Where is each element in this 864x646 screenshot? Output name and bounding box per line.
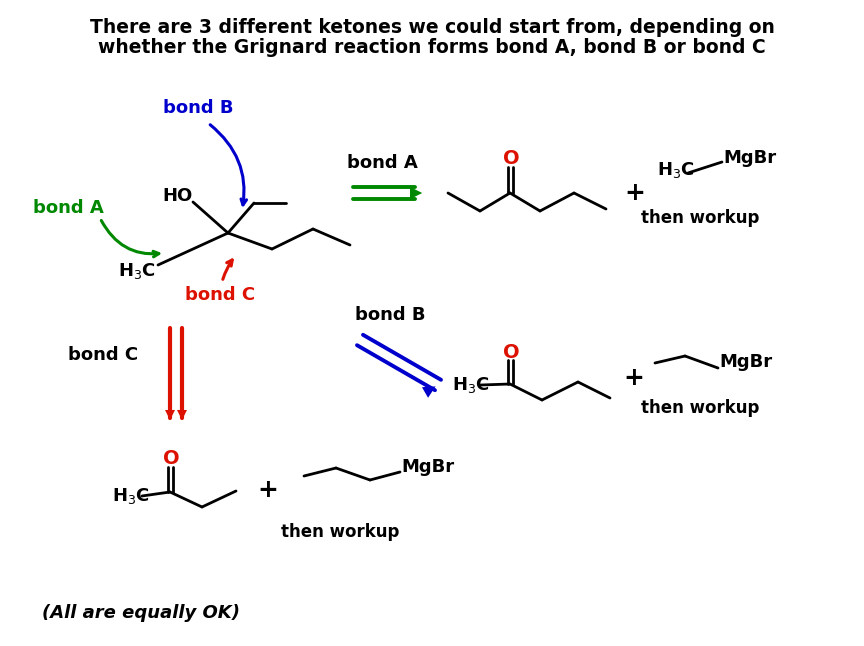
Text: bond C: bond C	[68, 346, 138, 364]
Text: H$_3$C: H$_3$C	[112, 486, 149, 506]
Text: bond A: bond A	[33, 199, 104, 217]
Text: MgBr: MgBr	[401, 458, 454, 476]
Text: There are 3 different ketones we could start from, depending on: There are 3 different ketones we could s…	[90, 18, 774, 37]
Text: bond B: bond B	[355, 306, 425, 324]
Text: bond A: bond A	[346, 154, 417, 172]
Text: +: +	[625, 181, 645, 205]
Text: +: +	[257, 478, 278, 502]
Text: H$_3$C: H$_3$C	[118, 261, 156, 281]
Text: MgBr: MgBr	[723, 149, 776, 167]
Text: H$_3$C: H$_3$C	[657, 160, 695, 180]
Text: then workup: then workup	[641, 399, 759, 417]
Text: H$_3$C: H$_3$C	[452, 375, 490, 395]
Text: then workup: then workup	[281, 523, 399, 541]
Text: HO: HO	[162, 187, 193, 205]
Text: MgBr: MgBr	[719, 353, 772, 371]
Text: bond B: bond B	[162, 99, 233, 117]
Text: +: +	[624, 366, 645, 390]
Text: O: O	[503, 342, 519, 362]
Text: O: O	[503, 149, 519, 169]
Text: (All are equally OK): (All are equally OK)	[42, 604, 240, 622]
Text: whether the Grignard reaction forms bond A, bond B or bond C: whether the Grignard reaction forms bond…	[98, 38, 766, 57]
Text: O: O	[162, 450, 180, 468]
Text: bond C: bond C	[185, 286, 255, 304]
Text: then workup: then workup	[641, 209, 759, 227]
